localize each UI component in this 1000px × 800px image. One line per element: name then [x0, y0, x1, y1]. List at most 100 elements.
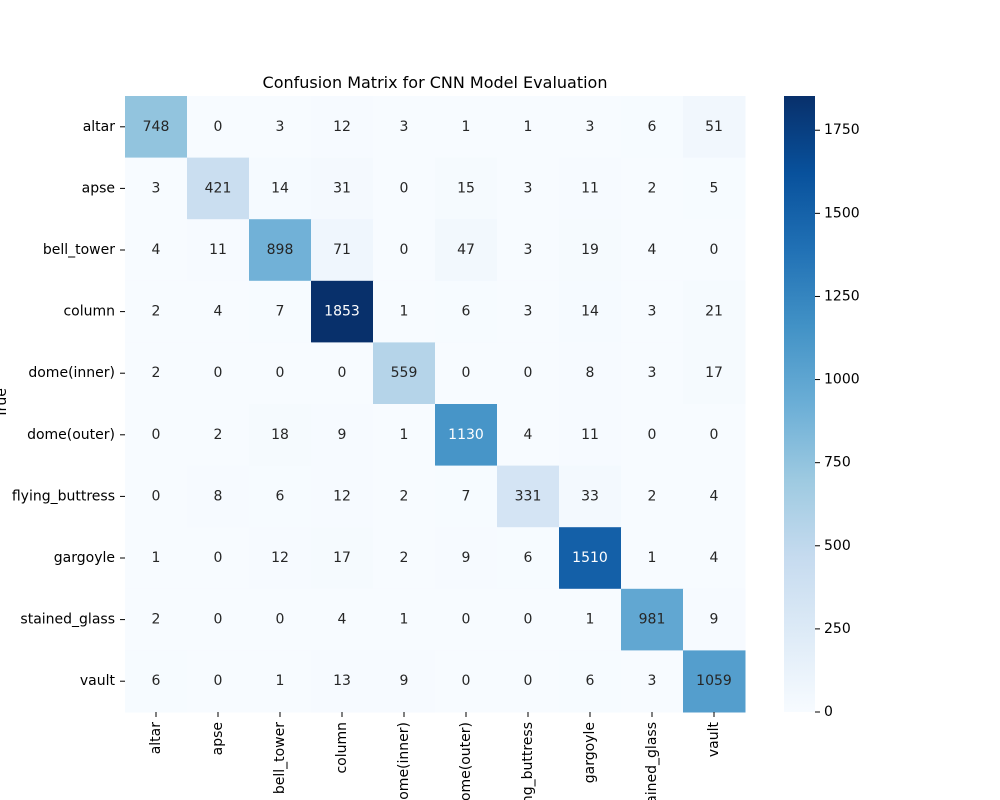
heatmap-cell [497, 465, 560, 528]
heatmap-cell [435, 527, 498, 590]
cell-value-label: 4 [710, 550, 719, 566]
cell-value-label: 2 [648, 488, 657, 504]
cell-value-label: 17 [705, 365, 723, 381]
heatmap-cell [311, 342, 374, 405]
heatmap-cell [621, 342, 684, 405]
heatmap-cell [249, 96, 312, 159]
cell-value-label: 4 [710, 488, 719, 504]
cell-value-label: 0 [214, 365, 223, 381]
heatmap-cell [373, 219, 436, 282]
heatmap-cell [497, 650, 560, 713]
column-tick-label: dome(outer) [458, 722, 474, 800]
colorbar-tick-label: 250 [824, 621, 851, 637]
cell-value-label: 1130 [448, 427, 484, 443]
cell-value-label: 2 [214, 427, 223, 443]
cell-value-label: 11 [581, 180, 599, 196]
heatmap-cell [249, 588, 312, 651]
heatmap-cell [249, 650, 312, 713]
cell-value-label: 0 [276, 612, 285, 628]
cell-value-label: 0 [214, 119, 223, 135]
cell-value-label: 6 [648, 119, 657, 135]
cell-value-label: 6 [276, 488, 285, 504]
row-tick-label: vault [80, 673, 116, 689]
heatmap-cell [187, 219, 250, 282]
heatmap-cell [311, 404, 374, 467]
heatmap-cell [559, 404, 622, 467]
cell-value-label: 0 [524, 365, 533, 381]
cell-value-label: 1 [648, 550, 657, 566]
heatmap-cell [373, 527, 436, 590]
cell-value-label: 2 [152, 612, 161, 628]
heatmap-cell [311, 157, 374, 220]
cell-value-label: 3 [152, 180, 161, 196]
heatmap-cell [435, 650, 498, 713]
cell-value-label: 1 [400, 427, 409, 443]
heatmap-cell [125, 219, 188, 282]
cell-value-label: 421 [205, 180, 232, 196]
cell-value-label: 331 [515, 488, 542, 504]
heatmap-cell [497, 96, 560, 159]
heatmap-cell [249, 404, 312, 467]
cell-value-label: 1 [276, 673, 285, 689]
heatmap-cell [373, 342, 436, 405]
row-tick-label: bell_tower [43, 242, 115, 258]
row-tick-label: column [63, 304, 115, 320]
heatmap-cell [125, 404, 188, 467]
heatmap-cell [187, 96, 250, 159]
cell-value-label: 2 [400, 550, 409, 566]
heatmap-cell [621, 588, 684, 651]
cell-value-label: 2 [648, 180, 657, 196]
heatmap-cell [497, 527, 560, 590]
row-tick-label: dome(inner) [28, 365, 115, 381]
heatmap-cell [683, 404, 746, 467]
cell-value-label: 33 [581, 488, 599, 504]
colorbar-tick-label: 1750 [824, 122, 860, 138]
column-tick-label: vault [706, 721, 722, 757]
heatmap-cell [497, 157, 560, 220]
cell-value-label: 0 [152, 427, 161, 443]
column-tick-labels: altar apse bell_tower column dome(inner) dome… [148, 712, 722, 800]
heatmap-cell [559, 465, 622, 528]
cell-value-label: 2 [152, 365, 161, 381]
chart-title: Confusion Matrix for CNN Model Evaluatio… [263, 73, 608, 92]
heatmap-cell [373, 280, 436, 343]
cell-value-label: 4 [214, 304, 223, 320]
heatmap-cell [187, 465, 250, 528]
heatmap-cell [559, 650, 622, 713]
heatmap-cell [435, 588, 498, 651]
heatmap-cell [373, 96, 436, 159]
heatmap-cell [559, 342, 622, 405]
cell-value-label: 3 [524, 180, 533, 196]
cell-value-label: 1059 [696, 673, 732, 689]
colorbar-tick-label: 500 [824, 538, 851, 554]
cell-value-label: 18 [271, 427, 289, 443]
column-tick-label: column [334, 722, 350, 774]
heatmap-cell [621, 280, 684, 343]
cell-value-label: 898 [267, 242, 294, 258]
cell-value-label: 7 [276, 304, 285, 320]
cell-value-label: 4 [338, 612, 347, 628]
cell-value-label: 3 [586, 119, 595, 135]
heatmap-cell [621, 157, 684, 220]
cell-value-label: 12 [333, 119, 351, 135]
cell-value-label: 9 [710, 612, 719, 628]
cell-value-label: 1853 [324, 304, 360, 320]
heatmap-cell [249, 342, 312, 405]
column-tick-label: dome(inner) [396, 722, 412, 800]
cell-value-label: 11 [581, 427, 599, 443]
column-tick-label: gargoyle [582, 722, 598, 783]
cell-value-label: 0 [710, 427, 719, 443]
heatmap-cell [683, 588, 746, 651]
heatmap-cell [187, 588, 250, 651]
colorbar-tick-label: 0 [824, 704, 833, 720]
colorbar-tick-label: 1500 [824, 205, 860, 221]
colorbar-tick-label: 750 [824, 455, 851, 471]
heatmap-cell [559, 588, 622, 651]
heatmap-cell [497, 404, 560, 467]
heatmap-cell [497, 280, 560, 343]
cell-value-label: 9 [462, 550, 471, 566]
cell-value-label: 1 [400, 304, 409, 320]
cell-value-label: 71 [333, 242, 351, 258]
cell-value-label: 3 [648, 673, 657, 689]
heatmap-cell [435, 342, 498, 405]
